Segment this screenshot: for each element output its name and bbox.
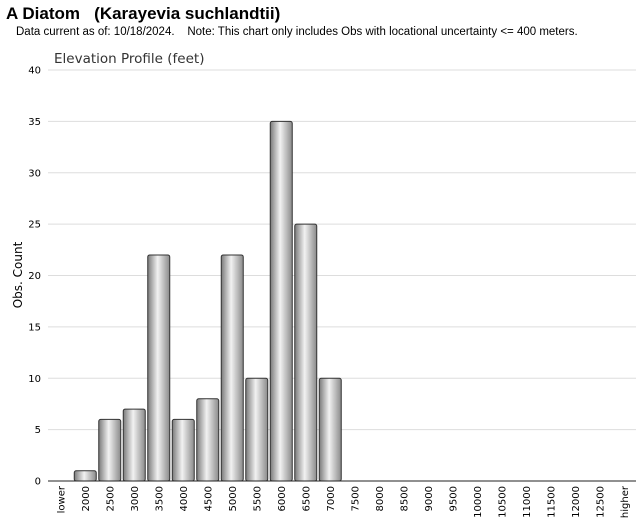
- x-tick-label: 3500: [154, 486, 165, 511]
- x-tick-label: 12500: [595, 486, 606, 518]
- x-tick-label: 2500: [105, 486, 116, 511]
- x-tick-label: 6500: [301, 486, 312, 511]
- x-tick-label: 9000: [424, 486, 435, 511]
- x-tick-label: 5500: [252, 486, 263, 511]
- y-tick-label: 25: [28, 220, 41, 231]
- x-tick-label: 7000: [326, 486, 337, 511]
- bar: [294, 223, 318, 482]
- x-tick-label: 9500: [448, 486, 459, 511]
- y-tick-label: 15: [28, 322, 41, 333]
- y-tick-label: 5: [35, 425, 41, 436]
- x-tick-label: 11000: [522, 486, 533, 518]
- y-tick-label: 40: [28, 66, 41, 77]
- plot-title: Elevation Profile (feet): [54, 51, 204, 67]
- y-tick-label: 35: [28, 117, 41, 128]
- x-tick-label: 3000: [130, 486, 141, 511]
- x-tick-label: 11500: [546, 486, 557, 518]
- bar: [171, 418, 195, 482]
- bar: [122, 408, 146, 482]
- y-tick-label: 10: [28, 374, 41, 385]
- x-tick-label: 12000: [571, 486, 582, 518]
- x-tick-label: lower: [56, 485, 67, 513]
- x-tick-label: 4000: [179, 486, 190, 511]
- x-tick-label: 8500: [399, 486, 410, 511]
- chart-title: A Diatom (Karayevia suchlandtii): [6, 4, 281, 23]
- bar: [98, 418, 122, 482]
- x-tick-label: 2000: [81, 486, 92, 511]
- bar: [147, 254, 171, 482]
- bar: [220, 254, 244, 482]
- x-tick-label: 6000: [277, 486, 288, 511]
- x-tick-label: 10000: [473, 486, 484, 518]
- bar: [269, 120, 293, 482]
- y-tick-label: 0: [35, 477, 41, 488]
- y-tick-label: 20: [28, 271, 41, 282]
- x-tick-label: 7500: [350, 486, 361, 511]
- data-note: Data current as of: 10/18/2024. Note: Th…: [16, 26, 578, 38]
- bar: [196, 398, 220, 482]
- x-tick-label: higher: [620, 485, 631, 518]
- y-axis-label: Obs. Count: [11, 241, 25, 308]
- x-tick-label: 8000: [375, 486, 386, 511]
- bar: [245, 377, 269, 482]
- bar: [318, 377, 342, 482]
- x-tick-label: 10500: [497, 486, 508, 518]
- x-tick-label: 4500: [203, 486, 214, 511]
- bar: [73, 470, 97, 482]
- x-tick-label: 5000: [228, 486, 239, 511]
- y-tick-label: 30: [28, 168, 41, 179]
